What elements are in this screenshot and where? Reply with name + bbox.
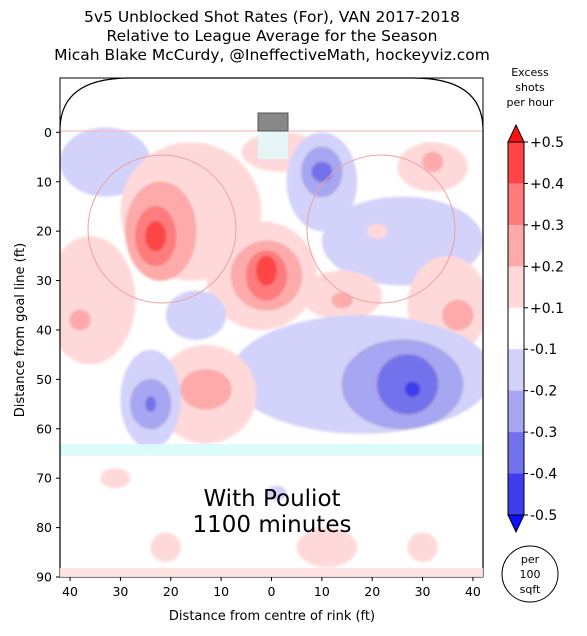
x-tick-label-1: 30 (112, 584, 128, 599)
x-tick-label-0: 40 (62, 584, 78, 599)
faceoff-circle-left (87, 154, 237, 304)
y-tick-label-6: 60 (36, 421, 52, 436)
heat-region-21 (60, 236, 136, 365)
heat-region-8 (311, 161, 333, 183)
colorbar-tick-label-5: -0.1 (530, 342, 557, 358)
chart-author: Micah Blake McCurdy, @IneffectiveMath, h… (54, 46, 490, 64)
goal-crease (258, 131, 288, 159)
colorbar-tick-label-9: -0.5 (530, 508, 557, 524)
colorbar-cell-6 (508, 390, 524, 433)
heat-region-29 (180, 369, 232, 410)
colorbar-cell-8 (508, 473, 524, 516)
x-axis-label: Distance from centre of rink (ft) (169, 609, 375, 624)
colorbar-ticks: +0.5 +0.4 +0.3 +0.2 +0.1 -0.1 -0.2 -0.3 -0.4 -0.5 (524, 135, 564, 524)
colorbar-frame (507, 141, 525, 516)
colorbar-arrow-top (507, 123, 525, 143)
heat-region-20 (442, 300, 474, 331)
y-tick-label-3: 30 (36, 273, 52, 288)
colorbar-arrow-bottom (507, 514, 525, 534)
colorbar-cell-3 (508, 266, 524, 309)
chart-title: 5v5 Unblocked Shot Rates (For), VAN 2017… (84, 8, 460, 26)
colorbar-tick-label-6: -0.2 (530, 384, 557, 400)
rink-markings (59, 77, 484, 577)
x-tick-label-5: 10 (314, 584, 330, 599)
colorbar-cells (507, 123, 525, 534)
heat-region-27 (404, 381, 421, 397)
heat-region-12 (367, 223, 388, 239)
annotation-player: With Pouliot (203, 486, 340, 512)
heat-region-33 (100, 468, 131, 489)
y-tick-label-1: 10 (36, 174, 52, 189)
unit-badge-line2: 100 (520, 568, 541, 581)
colorbar-title-2: shots (515, 81, 545, 94)
heat-region-18 (331, 292, 353, 309)
x-tick-label-3: 10 (213, 584, 229, 599)
colorbar: Excess shots per hour +0.5+0.4+0.3+0.2+0… (507, 66, 564, 534)
y-tick-label-8: 80 (36, 520, 52, 535)
x-axis-ticks: 40 30 20 10 0 10 20 30 40 (62, 577, 481, 599)
heat-region-22 (69, 309, 91, 331)
colorbar-cell-5 (508, 349, 524, 392)
colorbar-tick-label-4: +0.1 (530, 301, 564, 317)
y-axis-label: Distance from goal line (ft) (13, 243, 28, 417)
annotation-minutes: 1100 minutes (193, 512, 352, 538)
heat-region-37 (407, 532, 438, 563)
rink-boards (59, 77, 484, 568)
y-tick-label-5: 50 (36, 372, 52, 387)
colorbar-title-3: per hour (507, 96, 554, 109)
faceoff-circle-right (306, 154, 456, 304)
colorbar-tick-label-8: -0.4 (530, 467, 557, 483)
x-tick-label-7: 30 (415, 584, 431, 599)
goal-net (257, 112, 289, 132)
blue-line (60, 444, 483, 456)
x-tick-label-2: 20 (163, 584, 179, 599)
heat-region-34 (266, 485, 287, 501)
colorbar-cell-4 (508, 307, 524, 350)
colorbar-cell-2 (508, 224, 524, 267)
heat-region-32 (145, 396, 156, 412)
unit-badge-circle (501, 545, 559, 603)
colorbar-tick-label-1: +0.4 (530, 176, 564, 192)
y-tick-label-0: 0 (44, 125, 52, 140)
colorbar-tick-label-2: +0.3 (530, 218, 564, 234)
colorbar-cell-0 (508, 142, 524, 184)
heat-region-4 (145, 220, 167, 252)
y-tick-label-4: 40 (36, 322, 52, 337)
colorbar-tick-label-3: +0.2 (530, 259, 564, 275)
x-tick-label-4: 0 (268, 584, 276, 599)
colorbar-cell-7 (508, 432, 524, 475)
unit-badge-line1: per (521, 553, 540, 566)
x-tick-label-8: 40 (465, 584, 481, 599)
colorbar-tick-label-7: -0.3 (530, 425, 557, 441)
chart-subtitle: Relative to League Average for the Seaso… (107, 27, 438, 45)
y-tick-label-2: 20 (36, 224, 52, 239)
colorbar-cell-1 (508, 183, 524, 226)
centre-line (60, 568, 483, 577)
heat-region-23 (165, 290, 227, 340)
y-tick-label-7: 70 (36, 471, 52, 486)
y-axis-ticks: 0 10 20 30 40 50 60 70 80 90 (36, 125, 60, 585)
unit-badge: per 100 sqft (501, 545, 559, 603)
heat-region-36 (150, 532, 181, 563)
heat-region-16 (256, 255, 277, 286)
colorbar-tick-label-0: +0.5 (530, 135, 564, 151)
heat-region-10 (422, 151, 444, 173)
x-tick-label-6: 20 (364, 584, 380, 599)
colorbar-title-1: Excess (511, 66, 549, 79)
unit-badge-line3: sqft (520, 583, 541, 596)
heat-region-0 (60, 127, 151, 197)
heat-region-35 (296, 527, 358, 568)
y-tick-label-9: 90 (36, 570, 52, 585)
